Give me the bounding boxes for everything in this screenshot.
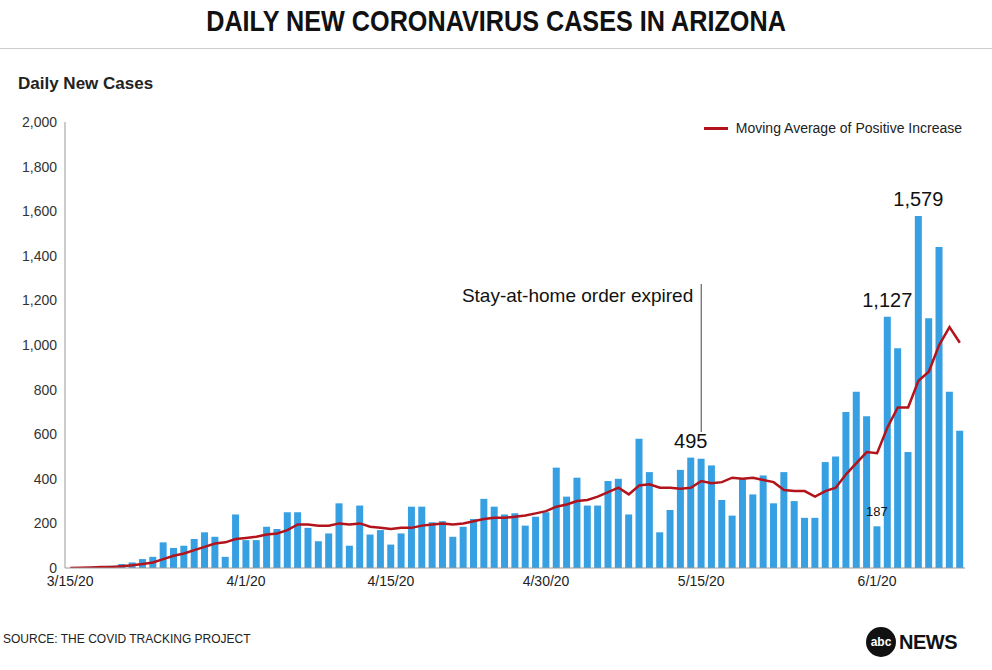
svg-text:Stay-at-home order expired: Stay-at-home order expired [462, 285, 693, 306]
svg-text:1,000: 1,000 [22, 337, 57, 353]
svg-text:495: 495 [674, 430, 707, 452]
svg-text:6/1/20: 6/1/20 [858, 573, 897, 589]
svg-text:1,127: 1,127 [862, 289, 912, 311]
html-text:Daily New Cases: Daily New Cases [18, 74, 154, 93]
svg-text:4/1/20: 4/1/20 [227, 573, 266, 589]
html-text:Moving Average of Positive Inc: Moving Average of Positive Increase [735, 120, 962, 136]
svg-text:600: 600 [34, 426, 58, 442]
svg-text:1,800: 1,800 [22, 159, 57, 175]
svg-text:187: 187 [866, 504, 888, 519]
svg-text:1,579: 1,579 [893, 188, 943, 210]
html-text:SOURCE: THE COVID TRACKING PRO: SOURCE: THE COVID TRACKING PROJECT [3, 632, 251, 646]
svg-text:200: 200 [34, 515, 58, 531]
svg-text:800: 800 [34, 382, 58, 398]
svg-text:5/15/20: 5/15/20 [678, 573, 725, 589]
svg-text:4/30/20: 4/30/20 [523, 573, 570, 589]
svg-text:2,000: 2,000 [22, 114, 57, 130]
svg-text:1,600: 1,600 [22, 203, 57, 219]
svg-text:3/15/20: 3/15/20 [46, 572, 94, 589]
svg-text:0: 0 [49, 560, 57, 576]
html-text:abc NEWS: abc NEWS [870, 630, 957, 653]
svg-text:400: 400 [34, 471, 58, 487]
html-text:DAILY NEW CORONAVIRUS CASES IN: DAILY NEW CORONAVIRUS CASES IN ARIZONA [206, 4, 786, 37]
svg-text:1,400: 1,400 [22, 248, 57, 264]
svg-text:4/15/20: 4/15/20 [368, 573, 415, 589]
svg-text:1,200: 1,200 [22, 292, 57, 308]
